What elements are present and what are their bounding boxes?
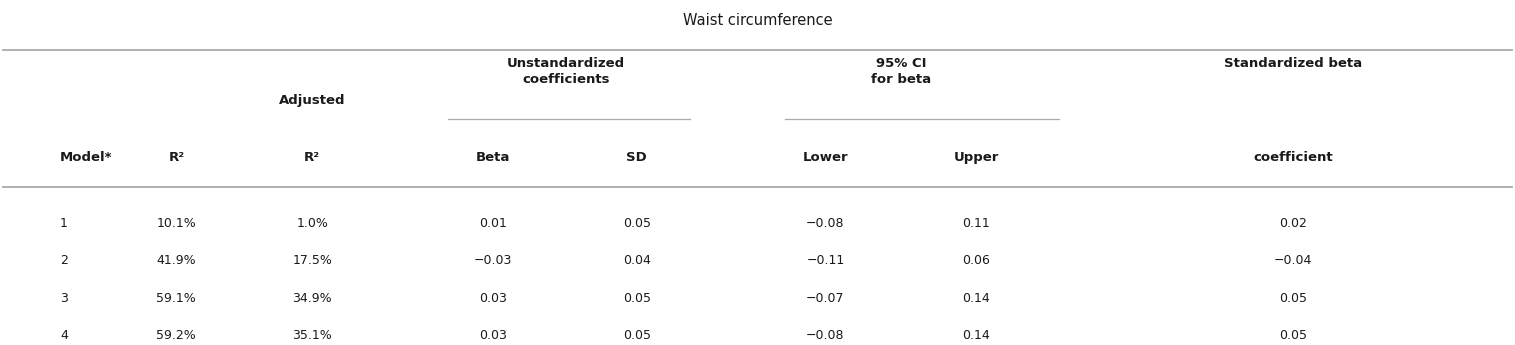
Text: 3: 3 [61,292,68,305]
Text: 1.0%: 1.0% [297,217,329,230]
Text: R²: R² [305,151,320,164]
Text: 0.04: 0.04 [623,254,650,267]
Text: SD: SD [626,151,647,164]
Text: −0.08: −0.08 [806,329,845,342]
Text: 0.14: 0.14 [962,292,991,305]
Text: R²: R² [168,151,185,164]
Text: Adjusted: Adjusted [279,94,345,107]
Text: 0.11: 0.11 [962,217,991,230]
Text: −0.07: −0.07 [806,292,845,305]
Text: Upper: Upper [953,151,998,164]
Text: Standardized beta: Standardized beta [1224,57,1362,70]
Text: 0.01: 0.01 [479,217,508,230]
Text: 2: 2 [61,254,68,267]
Text: 0.05: 0.05 [623,217,651,230]
Text: 0.06: 0.06 [962,254,991,267]
Text: 41.9%: 41.9% [156,254,195,267]
Text: 10.1%: 10.1% [156,217,197,230]
Text: −0.04: −0.04 [1274,254,1312,267]
Text: 0.03: 0.03 [479,292,508,305]
Text: −0.11: −0.11 [806,254,844,267]
Text: 59.1%: 59.1% [156,292,197,305]
Text: 34.9%: 34.9% [292,292,332,305]
Text: 0.05: 0.05 [1279,292,1307,305]
Text: Waist circumference: Waist circumference [683,12,832,28]
Text: 0.05: 0.05 [623,329,651,342]
Text: 0.05: 0.05 [1279,329,1307,342]
Text: 95% CI
for beta: 95% CI for beta [871,57,930,86]
Text: 0.03: 0.03 [479,329,508,342]
Text: Unstandardized
coefficients: Unstandardized coefficients [506,57,624,86]
Text: Lower: Lower [803,151,848,164]
Text: Model*: Model* [61,151,112,164]
Text: 0.02: 0.02 [1279,217,1307,230]
Text: coefficient: coefficient [1253,151,1333,164]
Text: 17.5%: 17.5% [292,254,332,267]
Text: 1: 1 [61,217,68,230]
Text: −0.03: −0.03 [474,254,512,267]
Text: −0.08: −0.08 [806,217,845,230]
Text: 4: 4 [61,329,68,342]
Text: 59.2%: 59.2% [156,329,197,342]
Text: 0.14: 0.14 [962,329,991,342]
Text: Beta: Beta [476,151,511,164]
Text: 0.05: 0.05 [623,292,651,305]
Text: 35.1%: 35.1% [292,329,332,342]
